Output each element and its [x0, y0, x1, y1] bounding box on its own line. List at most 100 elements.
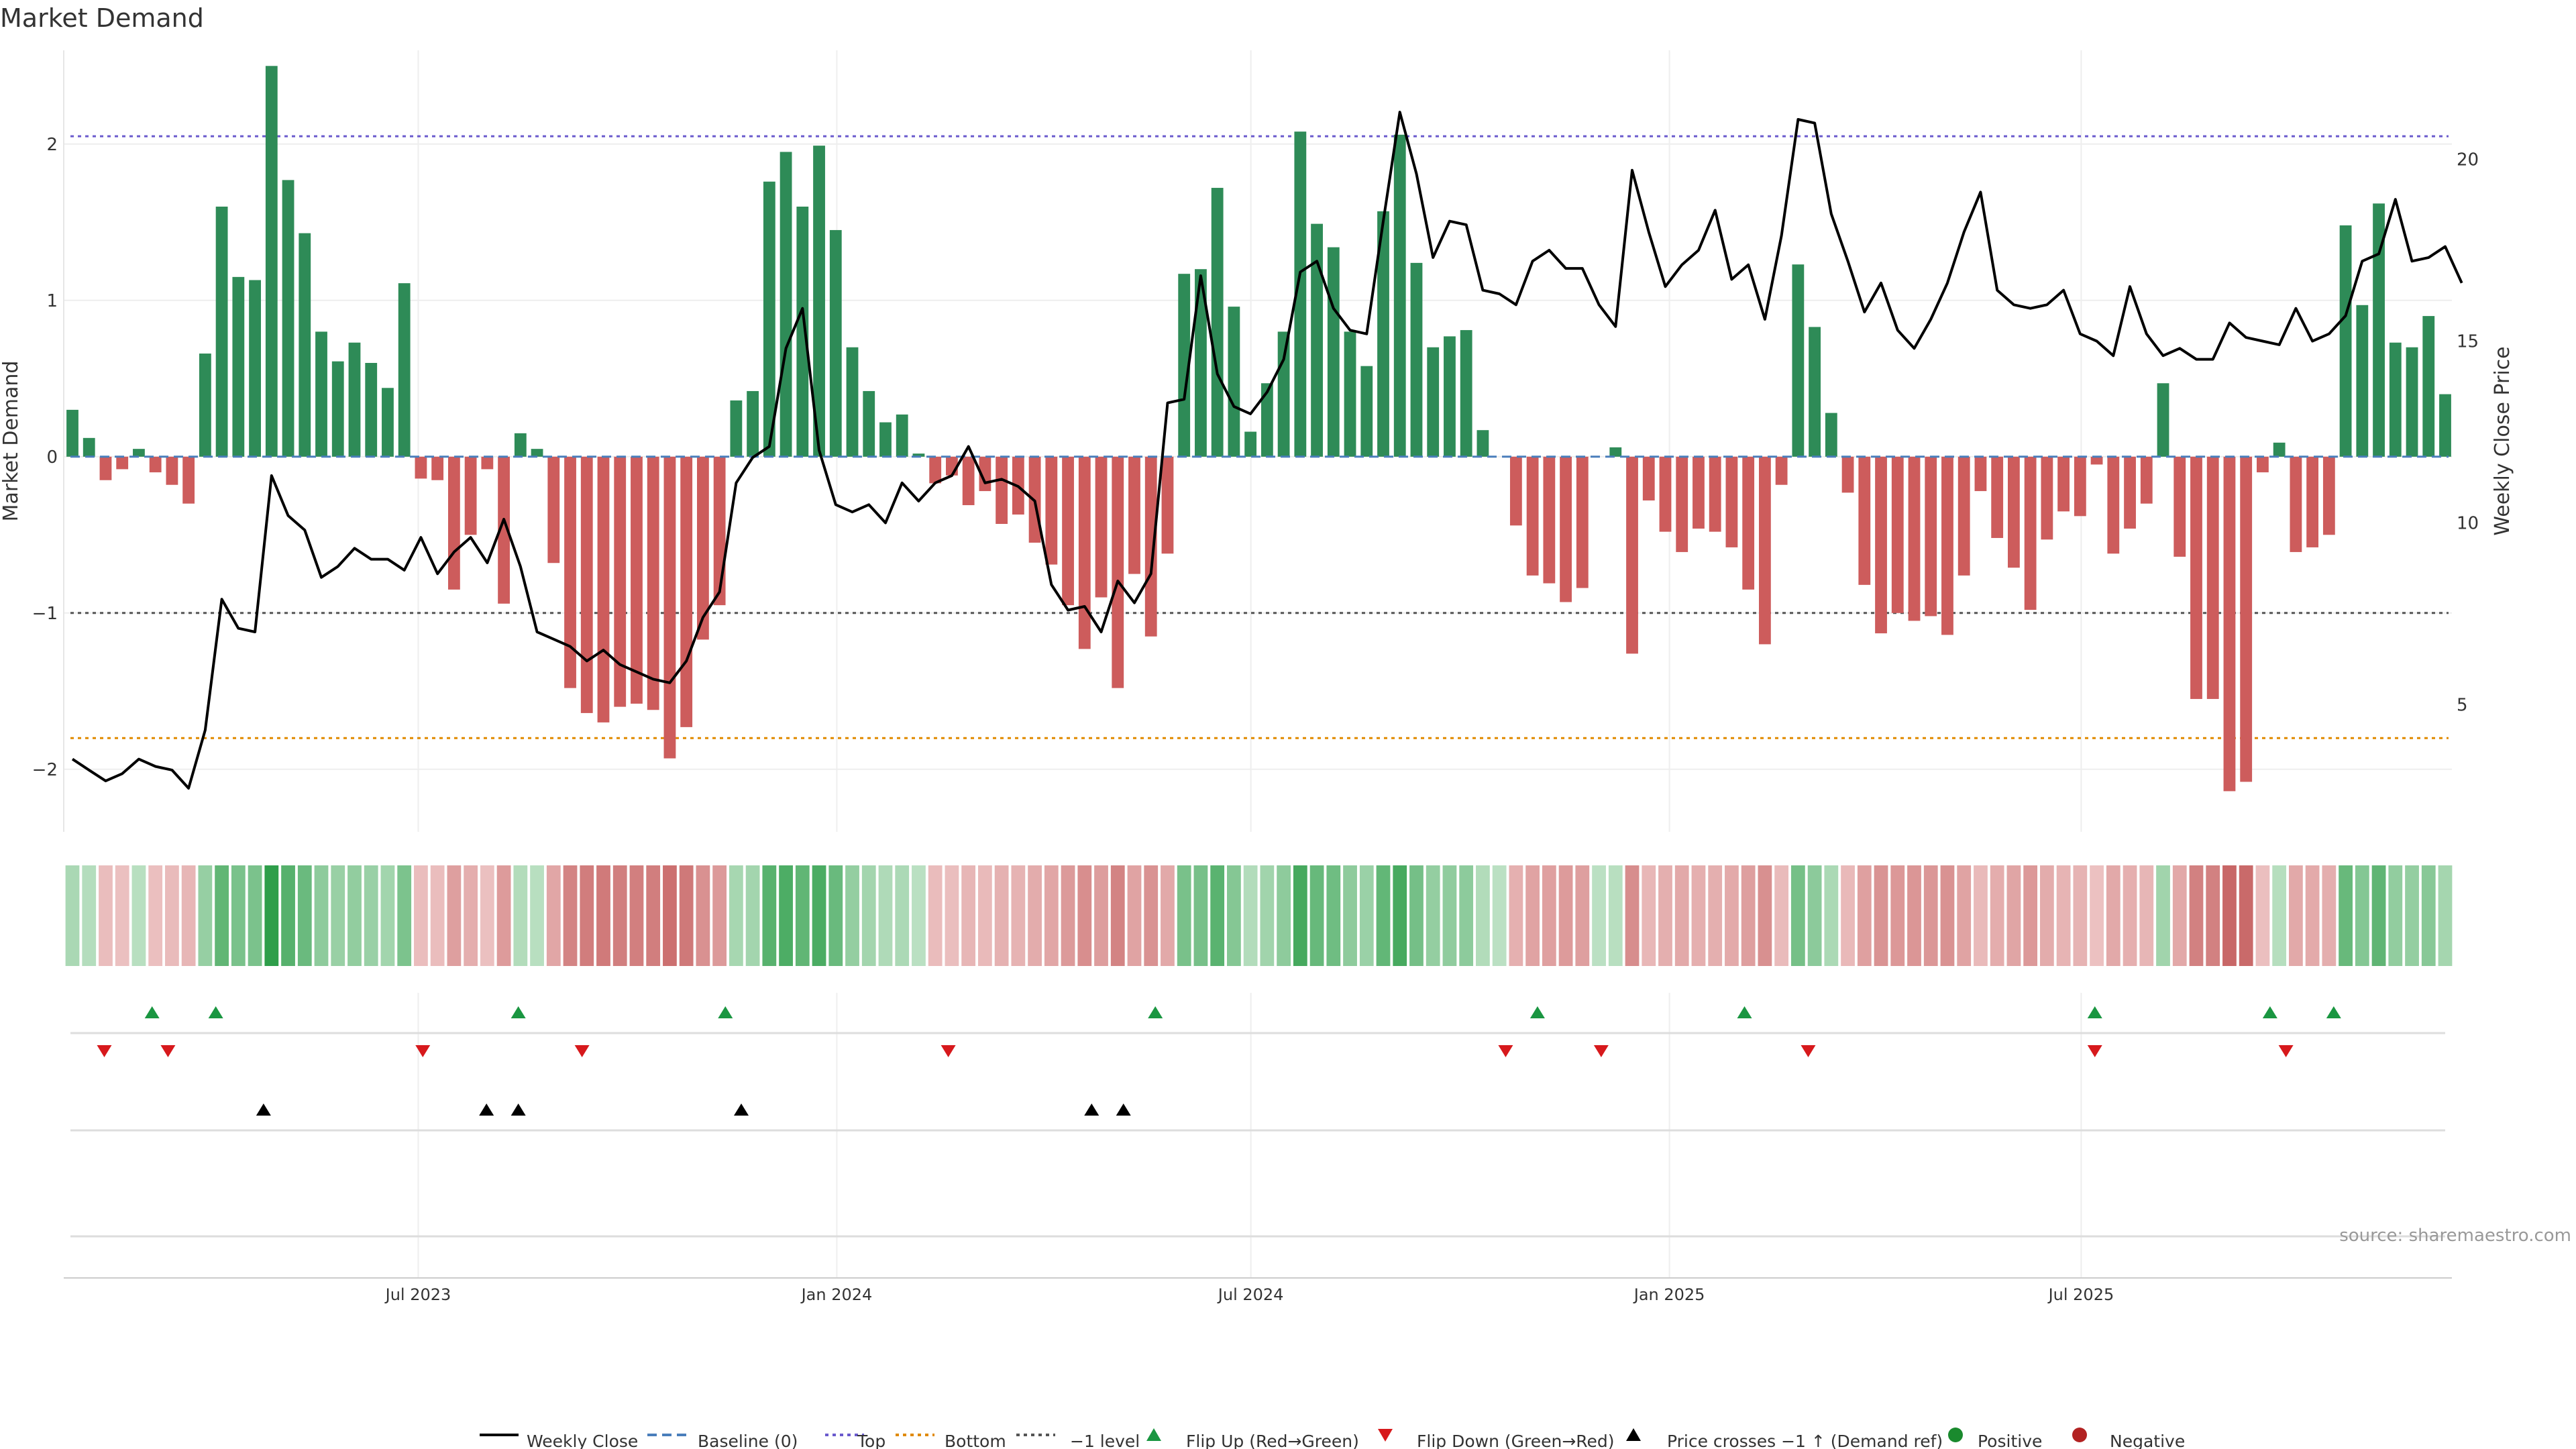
y-tick-label: 2 — [46, 135, 58, 155]
heat-cell — [779, 865, 793, 966]
heat-cell — [414, 865, 428, 966]
heat-cell — [1807, 865, 1822, 966]
heat-cell — [1957, 865, 1972, 966]
demand-bar — [696, 456, 709, 640]
heat-cell — [198, 865, 213, 966]
demand-bar — [1891, 456, 1904, 613]
legend-label: Positive — [1978, 1432, 2042, 1449]
demand-bar — [464, 456, 477, 535]
legend-label: Price crosses −1 ↑ (Demand ref) — [1667, 1432, 1943, 1449]
price-cross-marker — [511, 1104, 526, 1116]
demand-bar — [796, 207, 809, 457]
heat-cell — [297, 865, 312, 966]
heat-cell — [745, 865, 760, 966]
heat-cell — [2206, 865, 2220, 966]
demand-bar — [2057, 456, 2070, 512]
demand-bar — [2206, 456, 2219, 699]
heat-cell — [1542, 865, 1556, 966]
heat-cell — [2388, 865, 2403, 966]
demand-bar — [614, 456, 627, 707]
demand-bar — [547, 456, 560, 564]
heat-cell — [1558, 865, 1573, 966]
flip-down-marker — [415, 1045, 431, 1057]
demand-bar — [2041, 456, 2053, 540]
heat-cell — [148, 865, 163, 966]
heat-cell — [1011, 865, 1026, 966]
flip-down-marker — [1593, 1045, 1609, 1057]
flip-down-marker — [574, 1045, 590, 1057]
demand-bar — [829, 229, 842, 457]
demand-bar — [2074, 456, 2086, 517]
heat-cell — [2139, 865, 2154, 966]
flip-up-marker — [144, 1006, 160, 1018]
flip-down-marker — [1498, 1045, 1513, 1057]
x-tick-label: Jan 2024 — [800, 1285, 873, 1304]
y-axis-label: Market Demand — [0, 361, 23, 522]
heat-cell — [496, 865, 511, 966]
heat-cell — [181, 865, 196, 966]
heat-cell — [1492, 865, 1507, 966]
demand-bar — [1526, 456, 1539, 576]
demand-bar — [282, 180, 294, 457]
demand-bar — [1908, 456, 1921, 621]
flip-down-marker — [97, 1045, 112, 1057]
heat-cell — [347, 865, 362, 966]
demand-bar — [1045, 456, 1058, 565]
heat-cell — [513, 865, 528, 966]
heat-cell — [812, 865, 826, 966]
demand-bar — [1709, 456, 1721, 532]
demand-bar — [1792, 264, 1805, 457]
demand-bar — [564, 456, 576, 688]
demand-bar — [763, 181, 775, 457]
heat-cell — [99, 865, 113, 966]
flip-up-marker — [1148, 1006, 1163, 1018]
demand-bar — [962, 456, 975, 506]
heat-cell — [464, 865, 478, 966]
demand-bar — [498, 456, 510, 604]
demand-bar — [415, 456, 427, 479]
heat-cell — [480, 865, 494, 966]
demand-bar — [2008, 456, 2020, 568]
demand-bar — [348, 342, 361, 457]
demand-bar — [1941, 456, 1953, 635]
heat-cell — [2156, 865, 2170, 966]
heat-cell — [430, 865, 445, 966]
demand-bar — [1144, 456, 1157, 637]
demand-bar — [2406, 347, 2418, 457]
heat-cell — [596, 865, 610, 966]
heat-cell — [2405, 865, 2419, 966]
heat-cell — [795, 865, 810, 966]
heat-cell — [1774, 865, 1789, 966]
demand-bar — [232, 276, 245, 457]
demand-bar — [2024, 456, 2037, 610]
demand-bar — [2322, 456, 2335, 535]
y2-tick-label: 5 — [2457, 695, 2468, 715]
demand-bar — [730, 400, 743, 457]
heat-cell — [2056, 865, 2071, 966]
heat-cell — [928, 865, 943, 966]
heat-cell — [1028, 865, 1042, 966]
heat-cell — [1708, 865, 1723, 966]
demand-bar — [365, 363, 378, 457]
heat-cell — [1359, 865, 1374, 966]
heat-cell — [994, 865, 1009, 966]
chart-title: Market Demand — [0, 3, 204, 33]
demand-bar — [116, 456, 129, 470]
demand-bar — [481, 456, 494, 470]
heat-cell — [331, 865, 345, 966]
legend-label: Baseline (0) — [698, 1432, 798, 1449]
legend-label: Bottom — [945, 1432, 1006, 1449]
demand-bar — [1294, 131, 1307, 457]
heat-cell — [1177, 865, 1191, 966]
heat-cell — [580, 865, 594, 966]
demand-bar — [299, 233, 311, 457]
demand-bar — [1626, 456, 1638, 654]
heat-cell — [1144, 865, 1159, 966]
demand-bar — [1676, 456, 1688, 552]
heat-cell — [1326, 865, 1341, 966]
demand-bar — [1841, 456, 1854, 493]
heat-cell — [215, 865, 229, 966]
demand-bar — [249, 280, 261, 457]
x-tick-label: Jul 2023 — [384, 1285, 451, 1304]
heat-cell — [563, 865, 578, 966]
